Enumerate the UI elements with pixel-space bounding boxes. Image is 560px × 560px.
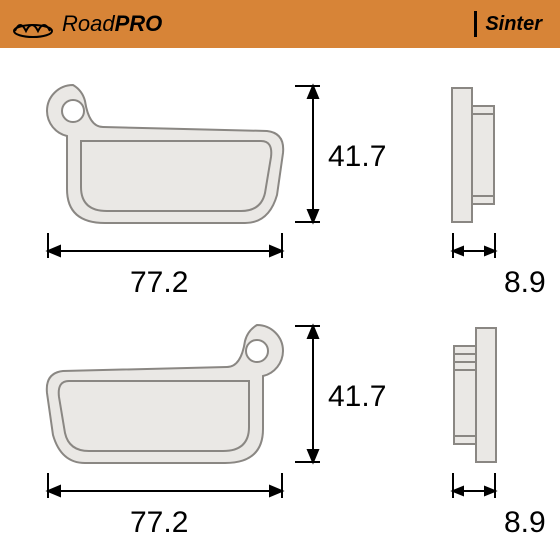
dim-value: 77.2 (130, 266, 188, 300)
dim-line-top-width (45, 233, 285, 263)
header-right: Sinter (474, 11, 542, 37)
dim-value: 77.2 (130, 506, 188, 540)
diagram-area: 41.7 77.2 8.9 41.7 77.2 8.9 (0, 48, 560, 560)
subtitle: Sinter (485, 13, 542, 36)
product-title: RoadPRO (62, 11, 162, 37)
dim-line-bot-thick (450, 473, 498, 503)
dim-value: 8.9 (504, 266, 546, 300)
dim-line-top-height (295, 83, 325, 225)
brand-logo-icon (12, 9, 54, 39)
title-part2: PRO (115, 11, 163, 36)
dim-value: 8.9 (504, 506, 546, 540)
brake-pad-top-side (450, 86, 498, 224)
dim-line-bot-height (295, 323, 325, 465)
dim-value: 41.7 (328, 380, 386, 414)
brake-pad-bottom-side (450, 326, 498, 464)
dim-value: 41.7 (328, 140, 386, 174)
brake-pad-top-face (45, 83, 285, 225)
divider (474, 11, 477, 37)
dim-line-top-thick (450, 233, 498, 263)
dim-line-bot-width (45, 473, 285, 503)
brake-pad-bottom-face (45, 323, 285, 465)
header-bar: RoadPRO Sinter (0, 0, 560, 48)
title-part1: Road (62, 11, 115, 36)
header-left: RoadPRO (12, 9, 162, 39)
